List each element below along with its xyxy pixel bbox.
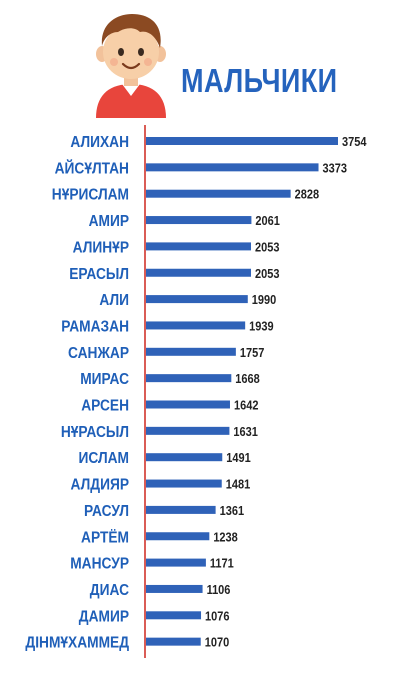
category-label: ДИАС — [90, 581, 129, 599]
category-label: ЕРАСЫЛ — [69, 265, 129, 283]
category-label: АЛИ — [99, 291, 129, 309]
category-label: АРТЁМ — [81, 528, 129, 546]
value-label: 2053 — [255, 267, 280, 281]
category-label: МАНСУР — [70, 555, 129, 573]
value-label: 1631 — [233, 425, 258, 439]
category-label: АЛИХАН — [70, 133, 129, 151]
category-label: АЙСҰЛТАН — [55, 158, 129, 177]
category-label: АЛИНҰР — [73, 238, 129, 256]
bar — [146, 558, 206, 567]
category-label: АРСЕН — [81, 397, 129, 415]
value-label: 1076 — [205, 610, 230, 624]
category-label: ДАМИР — [79, 607, 129, 625]
bar — [146, 321, 246, 330]
value-label: 1990 — [252, 293, 277, 307]
category-label: САНЖАР — [68, 344, 129, 362]
bar — [146, 374, 232, 383]
category-label: РАМАЗАН — [61, 318, 129, 336]
value-label: 1757 — [240, 346, 265, 360]
category-label: АЛДИЯР — [71, 476, 130, 494]
value-label: 2053 — [255, 241, 280, 255]
category-label: ИСЛАМ — [79, 449, 129, 467]
value-label: 2828 — [295, 188, 320, 202]
category-label: ДІНМҰХАММЕД — [25, 634, 129, 652]
value-label: 1361 — [220, 504, 245, 518]
bar — [146, 611, 202, 620]
bar — [146, 295, 248, 304]
bar — [146, 426, 230, 435]
value-label: 2061 — [255, 214, 280, 228]
bar — [146, 400, 230, 409]
value-label: 1238 — [213, 531, 238, 545]
boy-avatar-icon — [96, 14, 166, 118]
bar — [146, 453, 223, 462]
category-label: НҰРИСЛАМ — [52, 186, 129, 204]
value-label: 1171 — [210, 557, 234, 571]
bar — [146, 532, 210, 541]
value-label: 3373 — [323, 162, 348, 176]
chart-title: МАЛЬЧИКИ — [181, 62, 338, 99]
category-label: РАСУЛ — [84, 502, 129, 520]
value-label: 1939 — [249, 320, 274, 334]
category-label: МИРАС — [80, 370, 129, 388]
bar — [146, 505, 216, 514]
value-label: 1642 — [234, 399, 259, 413]
bar — [146, 479, 222, 488]
bar — [146, 242, 252, 251]
bar — [146, 216, 252, 225]
value-label: 1070 — [205, 636, 230, 650]
value-label: 3754 — [342, 135, 367, 149]
bar — [146, 163, 319, 172]
category-label: АМИР — [89, 212, 129, 230]
bar — [146, 137, 338, 145]
bar — [146, 268, 252, 277]
value-label: 1106 — [207, 583, 231, 597]
value-label: 1668 — [235, 373, 260, 387]
bar — [146, 637, 201, 646]
bar — [146, 347, 236, 356]
bar — [146, 584, 203, 593]
value-label: 1481 — [226, 478, 251, 492]
bar — [146, 189, 291, 198]
value-label: 1491 — [226, 452, 251, 466]
category-label: НҰРАСЫЛ — [61, 423, 129, 441]
